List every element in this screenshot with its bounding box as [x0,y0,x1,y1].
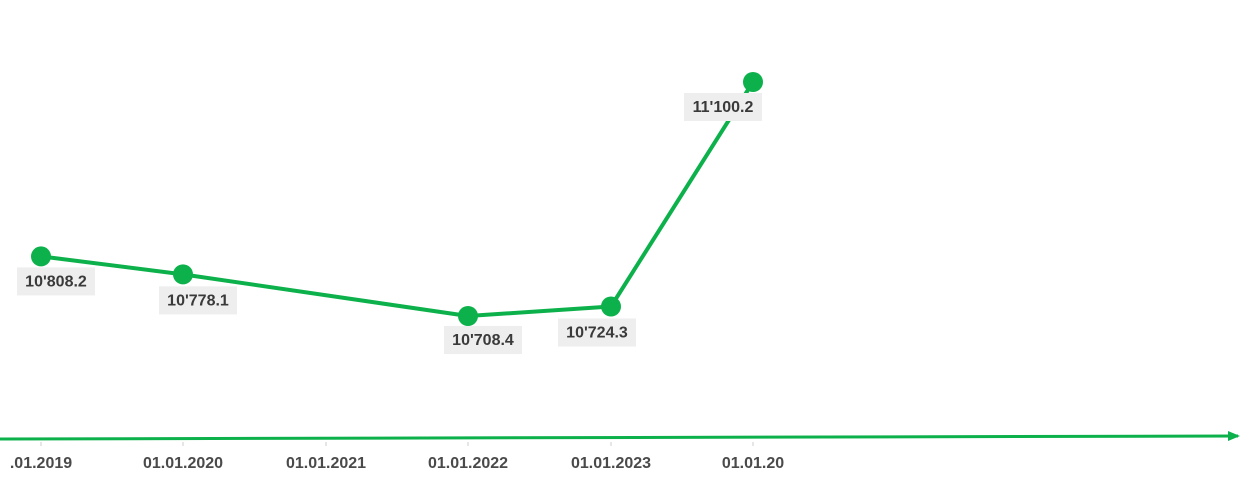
data-label: 10'724.3 [566,325,628,342]
x-tick-label: 01.01.2023 [571,455,651,472]
data-label-box [684,93,762,121]
data-label: 10'808.2 [25,273,87,290]
data-point [601,296,621,317]
x-axis-line [0,431,1240,442]
data-point [458,306,478,326]
data-label: 10'778.1 [167,292,229,309]
data-label: 11'100.2 [693,99,754,116]
data-label-box [17,267,95,296]
x-tick-label: .01.2019 [10,455,72,472]
series-line [39,80,755,318]
data-label: 10'708.4 [452,332,514,349]
data-label-box [558,318,636,347]
x-tick-label: 01.01.2022 [428,455,508,472]
x-tick-label: 01.01.20 [722,455,784,472]
data-label-box [444,326,522,354]
x-tick-label: 01.01.2020 [143,455,223,472]
data-point [743,72,763,92]
data-point [173,264,193,285]
data-label-box [159,286,237,315]
x-tick-label: 01.01.2021 [286,455,366,472]
data-point [31,246,51,267]
